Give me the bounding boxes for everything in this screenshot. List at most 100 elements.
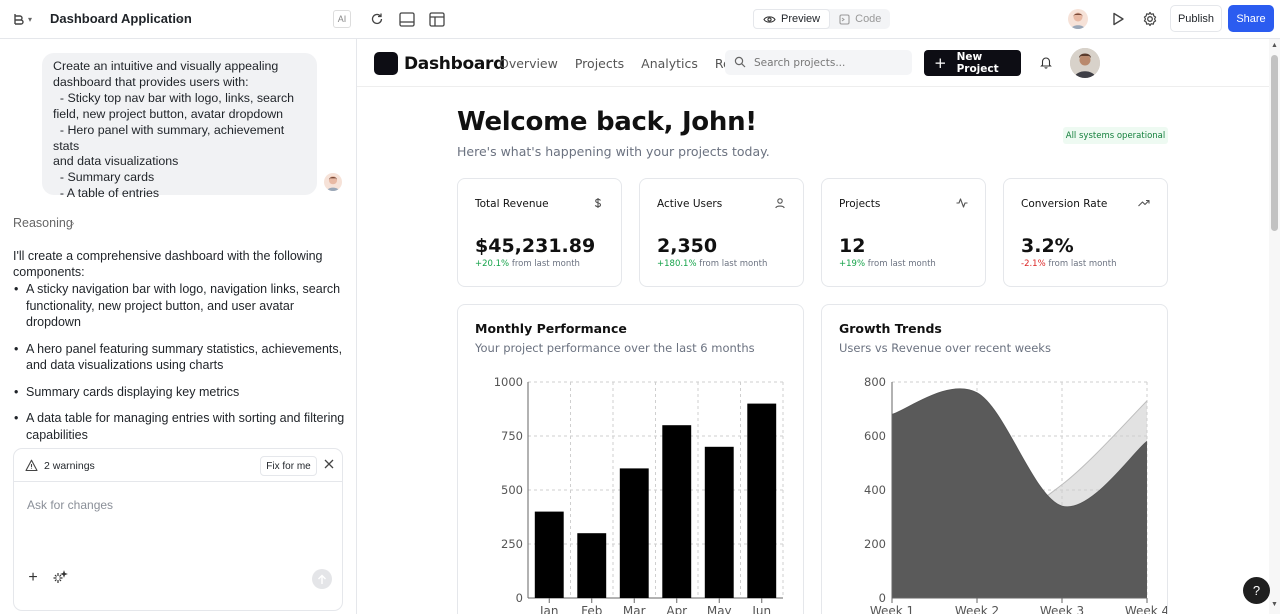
ask-for-changes-input[interactable] (27, 495, 327, 515)
card-value: 12 (839, 235, 866, 257)
x-tick-label: Jun (751, 604, 771, 614)
card-value: 3.2% (1021, 235, 1074, 257)
chat-panel: Create an intuitive and visually appeali… (0, 39, 357, 614)
project-chevron-down-icon[interactable]: ⌄ (177, 13, 186, 24)
user-avatar[interactable] (1068, 9, 1088, 29)
avatar (1070, 48, 1100, 78)
app-menu-button[interactable]: ▾ (12, 11, 38, 27)
settings-gear-icon[interactable] (1141, 10, 1159, 28)
chart-title: Monthly Performance (475, 321, 627, 336)
card-title: Active Users (657, 198, 723, 210)
assistant-intro: I'll create a comprehensive dashboard wi… (13, 249, 323, 279)
ai-badge[interactable]: AI (333, 10, 351, 28)
dashboard-logo[interactable] (374, 52, 398, 75)
welcome-subtitle: Here's what's happening with your projec… (457, 144, 770, 159)
x-tick-label: Week 3 (1040, 604, 1084, 614)
users-icon (775, 198, 785, 209)
run-play-icon[interactable] (1109, 10, 1127, 28)
card-change: +180.1% from last month (657, 259, 767, 269)
tab-preview[interactable]: Preview (753, 9, 831, 29)
plus-icon: + (934, 54, 947, 72)
composer-box: 2 warnings Fix for me + (13, 448, 343, 611)
monthly-performance-card: Monthly Performance Your project perform… (457, 304, 804, 614)
y-tick-label: 200 (864, 537, 886, 551)
x-tick-label: Apr (666, 604, 687, 614)
x-tick-label: Week 1 (870, 604, 914, 614)
growth-trends-card: Growth Trends Users vs Revenue over rece… (821, 304, 1168, 614)
card-title: Conversion Rate (1021, 198, 1108, 210)
dashboard-brand[interactable]: Dashboard (404, 54, 505, 74)
y-tick-label: 1000 (494, 375, 523, 389)
nav-link-projects[interactable]: Projects (574, 56, 625, 71)
arrow-up-icon (318, 574, 326, 584)
preview-scrollbar[interactable]: ▲ ▼ (1269, 39, 1280, 614)
x-tick-label: Week 2 (955, 604, 999, 614)
card-change: +19% from last month (839, 259, 936, 269)
bar (534, 511, 564, 598)
x-tick-label: Feb (581, 604, 602, 614)
reasoning-toggle[interactable]: Reasoning (13, 216, 73, 230)
list-item: A data table for managing entries with s… (13, 410, 348, 443)
bar (704, 446, 734, 598)
change-percent: +180.1% (657, 259, 697, 269)
help-button[interactable]: ? (1243, 577, 1270, 604)
change-suffix: from last month (699, 259, 768, 269)
bar (747, 403, 777, 598)
chevron-right-icon[interactable]: › (71, 218, 75, 229)
search-input[interactable] (754, 54, 904, 71)
trending-up-icon (1138, 199, 1150, 207)
y-tick-label: 800 (864, 375, 886, 389)
publish-button[interactable]: Publish (1170, 5, 1222, 32)
bell-icon[interactable] (1039, 55, 1053, 69)
send-button[interactable] (312, 569, 332, 589)
view-tabs: Preview Code (753, 9, 891, 29)
refresh-icon[interactable] (368, 10, 386, 28)
chart-subtitle: Your project performance over the last 6… (475, 341, 755, 355)
magic-sparkle-icon[interactable] (52, 570, 68, 586)
scroll-up-arrow-icon[interactable]: ▲ (1271, 42, 1278, 49)
list-item: A hero panel featuring summary statistic… (13, 341, 348, 374)
nav-link-overview[interactable]: Overview (499, 56, 558, 71)
bar (619, 468, 649, 598)
search-icon (734, 56, 746, 68)
card-change: +20.1% from last month (475, 259, 580, 269)
change-suffix: from last month (867, 259, 936, 269)
tab-code-label: Code (855, 13, 882, 25)
change-percent: -2.1% (1021, 259, 1046, 269)
change-suffix: from last month (511, 259, 580, 269)
scrollbar-thumb[interactable] (1271, 55, 1278, 231)
user-message-bubble: Create an intuitive and visually appeali… (42, 53, 317, 200)
summary-card-revenue: Total Revenue $45,231.89 +20.1% from las… (457, 178, 622, 287)
new-project-button[interactable]: + New Project (924, 50, 1021, 76)
x-tick-label: Jan (539, 604, 559, 614)
nav-link-analytics[interactable]: Analytics (641, 56, 698, 71)
eye-icon (763, 15, 776, 23)
close-icon[interactable] (323, 458, 335, 470)
project-title[interactable]: Dashboard Application (50, 11, 192, 26)
inspect-layout-icon[interactable] (428, 10, 446, 28)
y-tick-label: 400 (864, 483, 886, 497)
warnings-count[interactable]: 2 warnings (44, 460, 95, 472)
x-tick-label: Mar (623, 604, 646, 614)
area-series (892, 388, 1147, 598)
status-badge: All systems operational (1063, 127, 1168, 144)
card-change: -2.1% from last month (1021, 259, 1116, 269)
tab-code[interactable]: Code (830, 9, 890, 29)
dollar-icon (594, 198, 602, 208)
assistant-bullet-list: A sticky navigation bar with logo, navig… (13, 281, 348, 453)
welcome-heading: Welcome back, John! (457, 107, 757, 137)
avatar-dropdown[interactable] (1070, 48, 1100, 78)
fix-for-me-button[interactable]: Fix for me (260, 456, 317, 476)
add-attachment-plus-icon[interactable]: + (28, 569, 38, 586)
scroll-down-arrow-icon[interactable]: ▼ (1271, 601, 1278, 608)
warning-triangle-icon (25, 459, 38, 472)
question-mark-icon: ? (1252, 583, 1261, 598)
share-button[interactable]: Share (1228, 5, 1274, 32)
layout-panel-icon[interactable] (398, 10, 416, 28)
new-project-label: New Project (956, 51, 999, 75)
top-bar: ▾ Dashboard Application ⌄ AI Preview Cod… (0, 0, 1280, 39)
summary-card-conversion: Conversion Rate 3.2% -2.1% from last mon… (1003, 178, 1168, 287)
change-percent: +19% (839, 259, 866, 269)
summary-card-users: Active Users 2,350 +180.1% from last mon… (639, 178, 804, 287)
nav-links: Overview Projects Analytics Reports (499, 56, 763, 71)
